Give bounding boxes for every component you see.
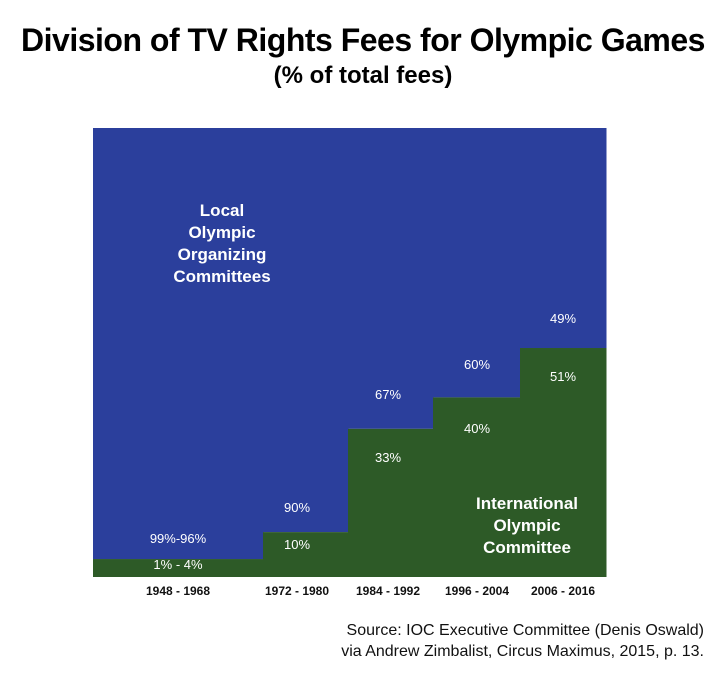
local-area-segment: [520, 128, 607, 349]
x-tick-label: 1972 - 1980: [265, 584, 329, 598]
x-tick-label: 1996 - 2004: [445, 584, 509, 598]
local-data-label: 67%: [375, 387, 401, 402]
local-area-segment: [348, 128, 434, 429]
local-area-segment: [263, 128, 349, 533]
chart-subtitle: (% of total fees): [273, 62, 453, 89]
chart-title: Division of TV Rights Fees for Olympic G…: [21, 22, 705, 58]
ioc-series-label: Committee: [483, 538, 571, 557]
source-note: Source: IOC Executive Committee (Denis O…: [341, 620, 704, 662]
x-tick-label: 1948 - 1968: [146, 584, 210, 598]
local-series-label: Committees: [173, 267, 270, 286]
ioc-area-segment: [433, 397, 521, 577]
ioc-data-label: 51%: [550, 369, 576, 384]
ioc-area-segment: [263, 532, 349, 577]
local-area-segment: [433, 128, 521, 398]
ioc-series-label: International: [476, 494, 578, 513]
source-line-1: Source: IOC Executive Committee (Denis O…: [346, 622, 704, 639]
ioc-data-label: 1% - 4%: [153, 557, 203, 572]
local-data-label: 99%-96%: [150, 531, 207, 546]
local-series-label: Olympic: [188, 223, 255, 242]
ioc-data-label: 40%: [464, 421, 490, 436]
source-line-2: via Andrew Zimbalist, Circus Maximus, 20…: [341, 643, 704, 660]
local-data-label: 49%: [550, 311, 576, 326]
ioc-series-label: Olympic: [493, 516, 560, 535]
ioc-area-segment: [93, 559, 264, 577]
local-data-label: 60%: [464, 357, 490, 372]
x-tick-label: 1984 - 1992: [356, 584, 420, 598]
local-area-segment: [93, 128, 264, 560]
local-series-label: Organizing: [178, 245, 267, 264]
ioc-area-segment: [348, 428, 434, 577]
local-series-label: Local: [200, 201, 244, 220]
ioc-data-label: 33%: [375, 450, 401, 465]
x-tick-label: 2006 - 2016: [531, 584, 595, 598]
ioc-data-label: 10%: [284, 537, 310, 552]
local-data-label: 90%: [284, 500, 310, 515]
ioc-area-segment: [520, 348, 607, 577]
